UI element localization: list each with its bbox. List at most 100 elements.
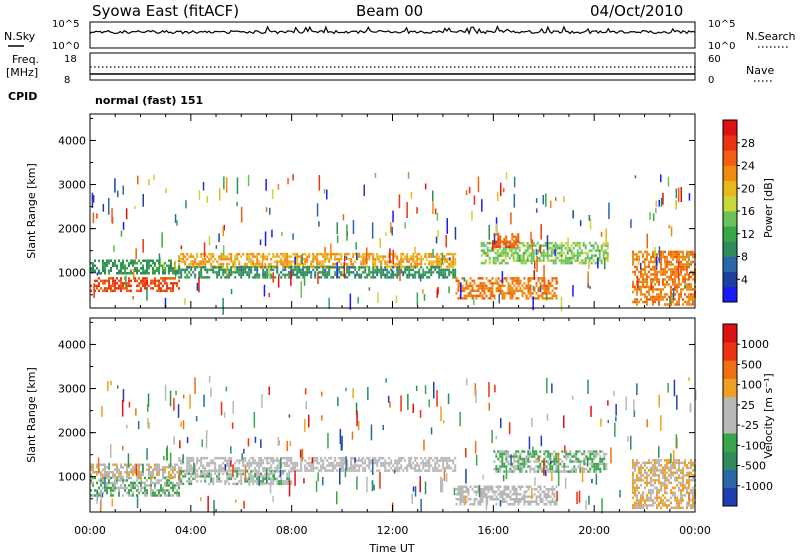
- echo-cell: [503, 238, 506, 241]
- echo-speck: [588, 214, 591, 221]
- echo-speck: [110, 443, 112, 458]
- echo-cell: [152, 279, 154, 283]
- echo-cell: [118, 489, 120, 492]
- echo-cell: [218, 273, 221, 277]
- echo-speck: [208, 375, 211, 383]
- echo-cell: [656, 298, 658, 301]
- echo-cell: [124, 269, 126, 272]
- echo-speck: [414, 246, 416, 255]
- echo-cell: [206, 464, 209, 467]
- echo-cell: [594, 241, 597, 245]
- echo-speck: [184, 298, 186, 305]
- echo-cell: [674, 253, 676, 256]
- echo-cell: [481, 490, 484, 493]
- echo-cell: [584, 251, 587, 255]
- echo-cell: [690, 471, 692, 475]
- echo-cell: [176, 491, 178, 495]
- echo-cell: [122, 272, 124, 275]
- echo-speck: [248, 482, 251, 486]
- echo-speck: [675, 200, 677, 210]
- echo-cell: [352, 255, 355, 258]
- echo-cell: [196, 475, 199, 478]
- echo-cell: [539, 465, 542, 468]
- echo-cell: [394, 252, 397, 256]
- echo-cell: [664, 489, 666, 492]
- echo-speck: [670, 453, 672, 464]
- echo-cell: [547, 460, 550, 463]
- echo-cell: [406, 464, 409, 467]
- echo-cell: [358, 469, 361, 472]
- echo-cell: [258, 265, 261, 268]
- echo-cell: [684, 300, 686, 304]
- echo-cell: [324, 456, 327, 460]
- echo-cell: [114, 468, 116, 471]
- echo-cell: [214, 271, 217, 274]
- echo-cell: [648, 290, 650, 294]
- echo-cell: [162, 466, 164, 469]
- echo-cell: [482, 249, 485, 252]
- echo-cell: [344, 276, 347, 279]
- echo-speck: [346, 256, 348, 260]
- echo-cell: [454, 268, 457, 272]
- echo-cell: [602, 241, 605, 245]
- echo-cell: [194, 273, 197, 277]
- echo-cell: [186, 257, 189, 261]
- echo-cell: [100, 473, 102, 476]
- echo-cell: [467, 294, 470, 298]
- echo-cell: [400, 464, 403, 467]
- echo-cell: [288, 456, 291, 460]
- echo-cell: [483, 282, 486, 285]
- echo-cell: [581, 460, 584, 463]
- echo-cell: [424, 456, 427, 460]
- echo-cell: [230, 252, 233, 256]
- echo-speck: [215, 245, 218, 249]
- echo-cell: [130, 476, 132, 480]
- echo-cell: [232, 265, 235, 268]
- echo-cell: [513, 452, 516, 456]
- echo-cell: [96, 267, 98, 270]
- echo-speck: [134, 205, 136, 210]
- echo-cell: [457, 490, 460, 493]
- echo-cell: [682, 253, 684, 256]
- echo-cell: [514, 246, 517, 250]
- echo-cell: [210, 265, 213, 268]
- echo-cell: [156, 279, 158, 283]
- echo-cell: [527, 277, 530, 280]
- echo-cell: [172, 282, 174, 285]
- echo-cell: [656, 466, 658, 470]
- echo-cell: [692, 496, 694, 500]
- echo-cell: [662, 298, 664, 301]
- echo-cell: [206, 255, 209, 258]
- echo-speck: [202, 181, 205, 191]
- echo-cell: [344, 262, 347, 266]
- echo-cell: [94, 269, 96, 272]
- echo-cell: [525, 470, 528, 473]
- echo-cell: [112, 484, 114, 487]
- echo-cell: [682, 298, 684, 301]
- echo-speck: [385, 378, 387, 383]
- echo-cell: [242, 472, 245, 476]
- echo-cell: [676, 260, 678, 264]
- echo-cell: [262, 480, 265, 483]
- echo-cell: [686, 255, 688, 259]
- echo-cell: [332, 262, 335, 266]
- echo-cell: [540, 244, 543, 247]
- echo-cell: [320, 265, 323, 268]
- echo-cell: [236, 271, 239, 274]
- echo-cell: [292, 252, 295, 256]
- echo-cell: [511, 233, 514, 236]
- echo-cell: [499, 490, 502, 493]
- echo-cell: [282, 262, 285, 266]
- echo-cell: [326, 271, 329, 274]
- echo-cell: [178, 276, 181, 279]
- echo-cell: [497, 240, 500, 243]
- echo-cell: [583, 470, 586, 473]
- echo-cell: [496, 259, 499, 262]
- echo-cell: [298, 268, 301, 272]
- echo-cell: [144, 494, 146, 497]
- echo-cell: [172, 489, 174, 492]
- echo-cell: [112, 489, 114, 492]
- echo-cell: [465, 488, 468, 491]
- echo-cell: [300, 273, 303, 277]
- echo-cell: [224, 268, 227, 272]
